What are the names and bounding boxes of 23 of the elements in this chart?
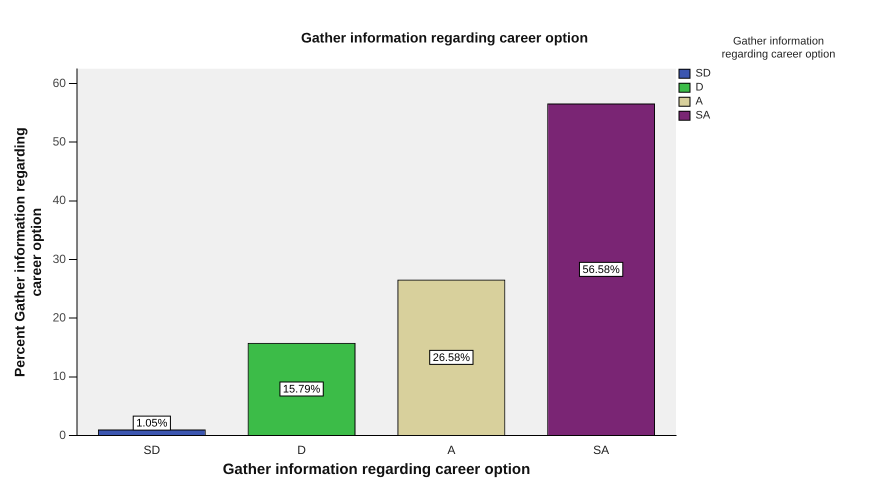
data-label: 56.58%: [582, 264, 620, 276]
y-tick-label: 40: [52, 193, 66, 208]
legend-title: Gather information regarding career option: [722, 36, 836, 61]
x-tick-label: SA: [593, 443, 610, 458]
data-label: 26.58%: [432, 352, 470, 364]
legend-label: SD: [696, 68, 711, 80]
y-tick-label: 60: [52, 76, 66, 90]
x-tick-label: A: [447, 443, 456, 458]
y-tick-label: 50: [52, 134, 66, 148]
legend-label: SA: [696, 110, 711, 122]
data-label: 15.79%: [282, 384, 320, 396]
legend-label: A: [696, 96, 704, 108]
y-tick-label: 0: [59, 428, 66, 442]
data-label: 1.05%: [136, 418, 168, 430]
legend-label: D: [696, 82, 704, 94]
x-tick-label: D: [297, 443, 306, 458]
y-axis-title: Percent Gather information regarding career option: [11, 127, 44, 378]
x-tick-label: SD: [143, 443, 160, 458]
x-axis-title: Gather information regarding career option: [222, 461, 530, 478]
y-tick-label: 30: [52, 252, 66, 266]
chart-title: Gather information regarding career option: [300, 29, 588, 46]
y-tick-label: 20: [52, 310, 66, 325]
y-tick-label: 10: [52, 369, 66, 384]
